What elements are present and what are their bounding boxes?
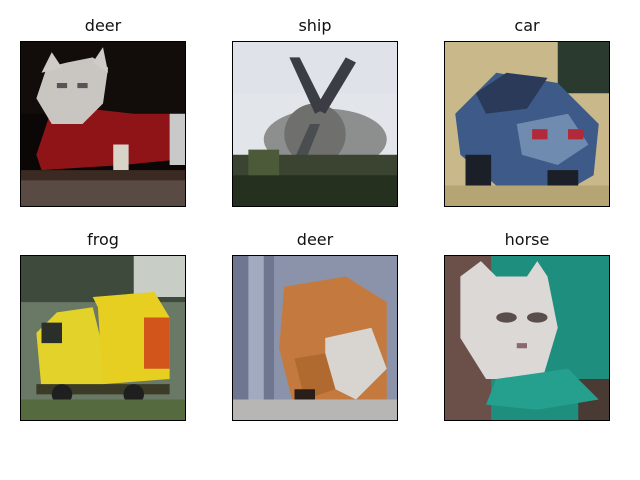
panel-title: deer [84, 16, 122, 35]
white-cat-on-teal-image [445, 256, 609, 420]
panel-title: deer [296, 230, 334, 249]
thumbnail-image [20, 41, 186, 207]
propeller-airplane-image [233, 42, 397, 206]
panel-title: car [514, 16, 540, 35]
thumbnail-image [444, 255, 610, 421]
thumbnail-image [232, 255, 398, 421]
panel-title: frog [87, 230, 119, 249]
orange-dog-image [233, 256, 397, 420]
thumbnail-image [20, 255, 186, 421]
thumbnail-image [444, 41, 610, 207]
panel-title: ship [298, 16, 332, 35]
cat-in-red-sweater-image [21, 42, 185, 206]
thumbnail-image [232, 41, 398, 207]
yellow-truck-image [21, 256, 185, 420]
blue-car-image [445, 42, 609, 206]
panel-title: horse [504, 230, 550, 249]
